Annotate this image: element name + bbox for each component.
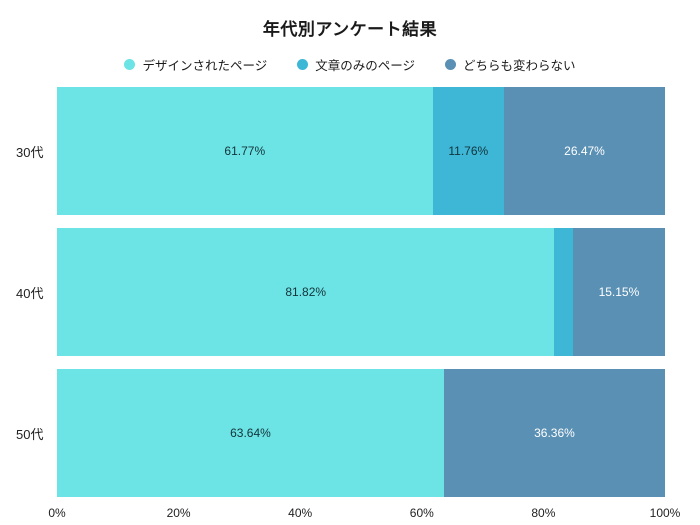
bar-track: 81.82% 15.15%: [57, 228, 665, 356]
bar-track: 63.64% 36.36%: [57, 369, 665, 497]
bar-segment: 36.36%: [443, 369, 665, 497]
legend-item: 文章のみのページ: [297, 55, 415, 74]
x-axis-tick-label: 80%: [531, 506, 556, 520]
x-axis-tick-label: 0%: [48, 506, 66, 520]
bar-segment: 26.47%: [504, 87, 665, 215]
bar-segment: 81.82%: [57, 228, 555, 356]
bar-row: 30代 61.77% 11.76% 26.47%: [0, 87, 665, 215]
bar-segment: 11.76%: [432, 87, 505, 215]
legend-item: どちらも変わらない: [445, 55, 576, 74]
bar-segment: 63.64%: [57, 369, 444, 497]
chart-legend: デザインされたページ 文章のみのページ どちらも変わらない: [0, 55, 700, 74]
chart-body: 30代 61.77% 11.76% 26.47% 40代 81.82% 15.15% 50代 6…: [0, 87, 700, 497]
legend-label: デザインされたページ: [142, 59, 268, 73]
bar-segment: 15.15%: [572, 228, 665, 356]
x-axis-tick-label: 60%: [409, 506, 434, 520]
legend-marker-icon: [297, 59, 309, 70]
bar-row: 40代 81.82% 15.15%: [0, 228, 665, 356]
segment-value-label: 61.77%: [224, 144, 266, 158]
legend-item: デザインされたページ: [124, 55, 267, 74]
segment-value-label: 63.64%: [230, 426, 271, 440]
x-axis: 0% 20% 40% 60% 80% 100%: [48, 504, 680, 525]
x-axis-tick-label: 100%: [649, 506, 681, 520]
segment-value-label: 26.47%: [564, 144, 605, 158]
legend-marker-icon: [124, 59, 136, 70]
segment-value-label: 15.15%: [598, 285, 640, 299]
bar-row: 50代 63.64% 36.36%: [0, 369, 665, 497]
category-label: 50代: [16, 426, 44, 442]
bar-segment: [554, 228, 573, 356]
segment-value-label: 36.36%: [534, 426, 575, 440]
x-axis-tick-label: 20%: [166, 506, 191, 520]
x-axis-tick-label: 40%: [288, 506, 313, 520]
legend-marker-icon: [445, 59, 456, 70]
bar-track: 61.77% 11.76% 26.47%: [57, 87, 665, 215]
segment-value-label: 81.82%: [285, 285, 327, 299]
category-label: 30代: [16, 144, 44, 160]
legend-label: どちらも変わらない: [463, 59, 576, 73]
bar-segment: 61.77%: [57, 87, 433, 215]
chart-title: 年代別アンケート結果: [262, 20, 438, 39]
category-label: 40代: [16, 285, 44, 301]
legend-label: 文章のみのページ: [315, 59, 415, 73]
segment-value-label: 11.76%: [448, 144, 489, 158]
